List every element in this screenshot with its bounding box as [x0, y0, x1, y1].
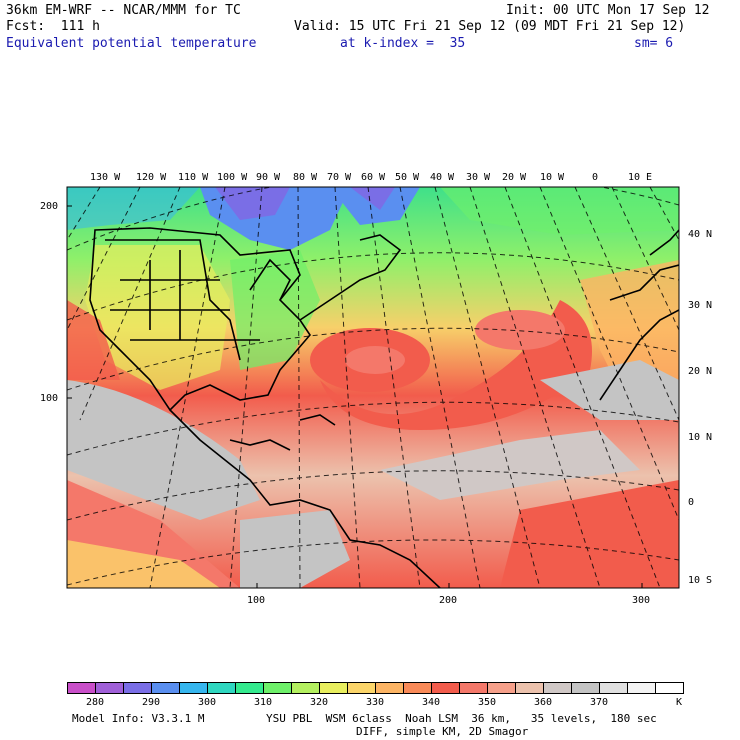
colorbar-swatch: [431, 682, 460, 694]
map-field: [67, 187, 679, 588]
valid-time: Valid: 15 UTC Fri 21 Sep 12 (09 MDT Fri …: [294, 19, 686, 34]
colorbar-swatch: [123, 682, 152, 694]
colorbar-label: 370: [590, 697, 609, 708]
colorbar-label: 340: [422, 697, 441, 708]
grid-x-label: 100: [247, 595, 266, 606]
model-info: Model Info: V3.3.1 M: [72, 712, 205, 725]
lon-label: 40 W: [430, 172, 455, 183]
colorbar-swatch: [571, 682, 600, 694]
lon-label: 80 W: [293, 172, 318, 183]
colorbar-label: 350: [478, 697, 497, 708]
colorbar-swatch: [459, 682, 488, 694]
lon-label: 70 W: [327, 172, 352, 183]
level-info: at k-index = 35: [340, 36, 466, 51]
colorbar-swatch: [627, 682, 656, 694]
lat-label: 10 S: [688, 575, 713, 586]
lon-label: 10 E: [628, 172, 653, 183]
colorbar-label: 320: [310, 697, 329, 708]
grid-y-label: 100: [40, 393, 59, 404]
colorbar-label: 280: [86, 697, 105, 708]
colorbar-swatch: [487, 682, 516, 694]
colorbar-swatch: [319, 682, 348, 694]
colorbar-swatch: [207, 682, 236, 694]
colorbar-label: 300: [198, 697, 217, 708]
smoothing-info: sm= 6: [634, 36, 674, 51]
colorbar-label: 360: [534, 697, 553, 708]
lon-label: 60 W: [361, 172, 386, 183]
colorbar-swatch: [291, 682, 320, 694]
lon-label: 30 W: [466, 172, 491, 183]
lon-label: 20 W: [502, 172, 527, 183]
grid-y-label: 200: [40, 201, 59, 212]
physics-info: YSU PBL WSM 6class Noah LSM 36 km, 35 le…: [266, 712, 657, 725]
colorbar-swatch: [179, 682, 208, 694]
colorbar-unit: K: [676, 697, 683, 708]
colorbar-swatch: [263, 682, 292, 694]
colorbar-swatch: [599, 682, 628, 694]
model-title: 36km EM-WRF -- NCAR/MMM for TC: [6, 3, 241, 18]
lat-label: 0: [688, 497, 695, 508]
grid-x-label: 300: [632, 595, 651, 606]
colorbar-swatch: [655, 682, 684, 694]
lon-label: 100 W: [217, 172, 248, 183]
colorbar-swatch: [375, 682, 404, 694]
colorbar-swatch: [347, 682, 376, 694]
lat-label: 30 N: [688, 300, 713, 311]
colorbar-swatch: [151, 682, 180, 694]
colorbar-swatch: [95, 682, 124, 694]
lon-label: 50 W: [395, 172, 420, 183]
colorbar-swatch: [403, 682, 432, 694]
colorbar-label: 310: [254, 697, 273, 708]
lon-label: 0: [592, 172, 599, 183]
diffusion-info: DIFF, simple KM, 2D Smagor: [356, 725, 529, 738]
colorbar-swatch: [543, 682, 572, 694]
lat-label: 40 N: [688, 229, 713, 240]
forecast-hour: Fcst: 111 h: [6, 19, 100, 34]
colorbar-swatch: [515, 682, 544, 694]
colorbar-swatch: [235, 682, 264, 694]
lon-label: 120 W: [136, 172, 167, 183]
lon-label: 130 W: [90, 172, 121, 183]
grid-x-label: 200: [439, 595, 458, 606]
lat-label: 10 N: [688, 432, 713, 443]
lon-label: 110 W: [178, 172, 209, 183]
colorbar-label: 290: [142, 697, 161, 708]
lon-label: 10 W: [540, 172, 565, 183]
lat-label: 20 N: [688, 366, 713, 377]
colorbar-swatch: [67, 682, 96, 694]
init-time: Init: 00 UTC Mon 17 Sep 12: [506, 3, 710, 18]
lon-label: 90 W: [256, 172, 281, 183]
field-name: Equivalent potential temperature: [6, 36, 257, 51]
colorbar-label: 330: [366, 697, 385, 708]
